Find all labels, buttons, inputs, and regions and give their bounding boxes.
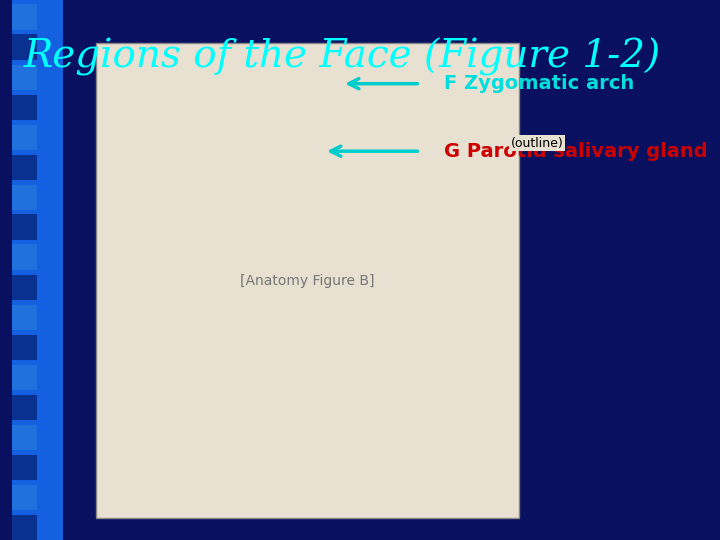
Bar <box>12 305 37 330</box>
Text: [Anatomy Figure B]: [Anatomy Figure B] <box>240 274 375 288</box>
Bar <box>12 424 37 450</box>
Bar <box>12 395 37 420</box>
Bar <box>12 274 37 300</box>
Bar <box>12 515 37 540</box>
Bar <box>12 455 37 480</box>
Text: Regions of the Face (Figure 1-2): Regions of the Face (Figure 1-2) <box>24 38 661 76</box>
Bar <box>12 125 37 150</box>
Bar <box>12 35 37 60</box>
Bar <box>12 245 37 270</box>
Text: F Zygomatic arch: F Zygomatic arch <box>444 74 634 93</box>
Bar <box>12 4 37 30</box>
Bar <box>96 43 519 518</box>
Bar <box>12 154 37 180</box>
Bar <box>12 334 37 360</box>
Bar <box>12 64 37 90</box>
Text: G Parotid salivary gland: G Parotid salivary gland <box>444 141 708 161</box>
Bar <box>12 484 37 510</box>
Bar <box>12 94 37 120</box>
Bar <box>12 364 37 390</box>
Bar <box>12 0 63 540</box>
Text: (outline): (outline) <box>510 137 563 150</box>
Bar <box>12 214 37 240</box>
Bar <box>12 185 37 210</box>
